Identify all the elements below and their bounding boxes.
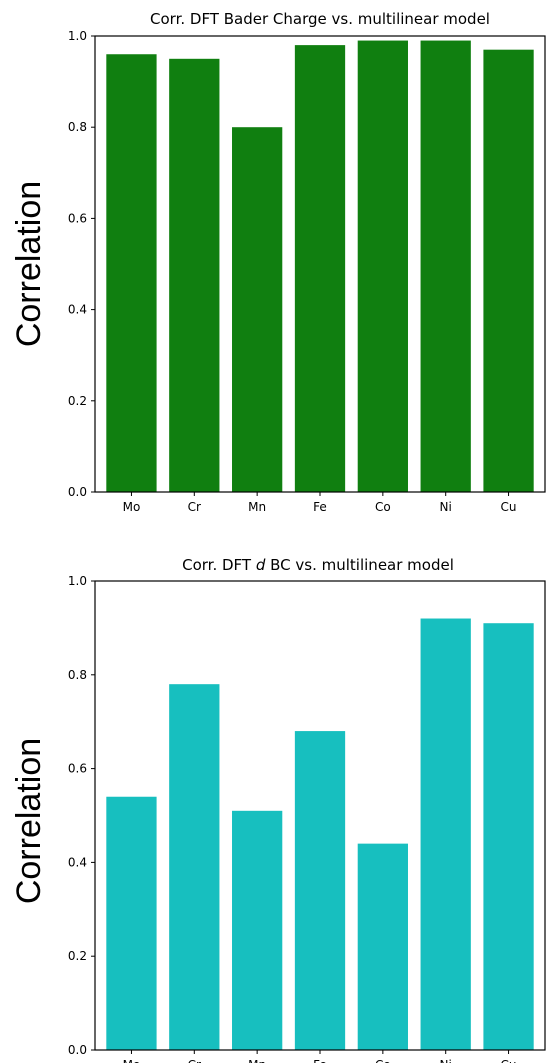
y-tick-label: 1.0 bbox=[68, 29, 87, 43]
title-prefix: Corr. DFT bbox=[182, 556, 256, 574]
y-tick-label: 0.0 bbox=[68, 1043, 87, 1057]
x-tick-label: Co bbox=[375, 1058, 391, 1063]
bar-co bbox=[357, 843, 408, 1050]
y-tick-label: 0.4 bbox=[68, 855, 87, 869]
bar-mn bbox=[232, 127, 283, 492]
bar-cr bbox=[169, 684, 220, 1050]
bader-charge-correlation-chart: Corr. DFT Bader Charge vs. multilinear m… bbox=[0, 0, 547, 520]
x-tick-label: Mo bbox=[123, 1058, 141, 1063]
y-tick-label: 0.4 bbox=[68, 303, 87, 317]
y-tick-label: 0.2 bbox=[68, 394, 87, 408]
x-tick-label: Cr bbox=[188, 1058, 201, 1063]
y-axis-label: Correlation bbox=[10, 738, 48, 904]
axes-frame bbox=[94, 580, 546, 1051]
y-tick-label: 0.0 bbox=[68, 485, 87, 499]
chart-2-svg: Corr. DFT d BC vs. multilinear model Cor… bbox=[10, 556, 546, 1063]
chart-title: Corr. DFT d BC vs. multilinear model bbox=[182, 556, 454, 574]
x-tick-label: Cr bbox=[188, 500, 201, 514]
x-tick-label: Cu bbox=[501, 500, 517, 514]
y-tick-label: 0.8 bbox=[68, 668, 87, 682]
bar-cu bbox=[483, 623, 534, 1050]
y-tick-label: 0.6 bbox=[68, 762, 87, 776]
plot-area: Mo Cr Mn Fe Co Ni Cu 0.0 0.2 0.4 0.6 0.8 1.0 bbox=[68, 29, 546, 514]
x-tick-label: Fe bbox=[313, 500, 327, 514]
bar-fe bbox=[294, 731, 346, 1050]
title-suffix: BC vs. multilinear model bbox=[265, 556, 454, 574]
y-tick-label: 1.0 bbox=[68, 574, 87, 588]
bar-cr bbox=[169, 58, 220, 493]
y-tick-label: 0.6 bbox=[68, 211, 87, 225]
bar-co bbox=[357, 40, 408, 493]
y-axis-label: Correlation bbox=[10, 181, 48, 347]
bar-cu bbox=[483, 49, 534, 493]
title-italic: d bbox=[256, 556, 266, 574]
bar-ni bbox=[420, 40, 471, 493]
x-tick-label: Mn bbox=[248, 1058, 266, 1063]
y-tick-label: 0.2 bbox=[68, 949, 87, 963]
bar-mn bbox=[232, 810, 283, 1050]
plot-area: Mo Cr Mn Fe Co Ni Cu 0.0 0.2 0.4 0.6 0.8 1.0 bbox=[68, 574, 546, 1063]
x-tick-label: Mo bbox=[123, 500, 141, 514]
x-tick-label: Co bbox=[375, 500, 391, 514]
chart-title: Corr. DFT Bader Charge vs. multilinear m… bbox=[150, 10, 490, 28]
bar-mo bbox=[106, 796, 157, 1050]
x-tick-label: Mn bbox=[248, 500, 266, 514]
x-tick-label: Ni bbox=[440, 1058, 452, 1063]
x-tick-label: Fe bbox=[313, 1058, 327, 1063]
y-tick-label: 0.8 bbox=[68, 120, 87, 134]
bar-fe bbox=[294, 45, 346, 493]
x-tick-label: Cu bbox=[501, 1058, 517, 1063]
axes-frame bbox=[94, 35, 546, 493]
bar-ni bbox=[420, 618, 471, 1050]
bar-mo bbox=[106, 54, 157, 493]
chart-1-svg: Corr. DFT Bader Charge vs. multilinear m… bbox=[10, 10, 546, 514]
d-bc-correlation-chart: Corr. DFT d BC vs. multilinear model Cor… bbox=[0, 520, 547, 1063]
x-tick-label: Ni bbox=[440, 500, 452, 514]
